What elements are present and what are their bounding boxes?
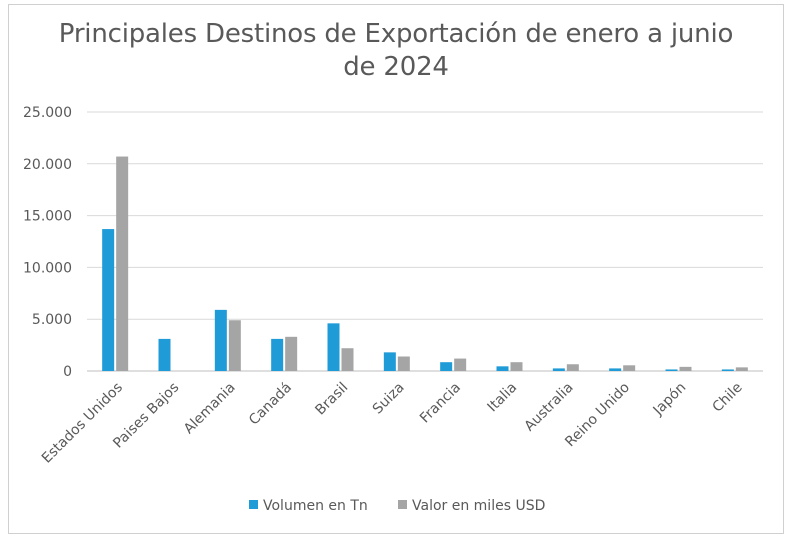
x-tick-label: Italia xyxy=(485,380,521,416)
x-tick-label: Francia xyxy=(417,380,464,427)
bar-valor xyxy=(228,320,241,371)
bar-volumen xyxy=(271,338,284,371)
x-tick-label: Australia xyxy=(522,380,577,435)
chart-title-line-1: Principales Destinos de Exportación de e… xyxy=(58,19,734,49)
bar-volumen xyxy=(496,366,509,371)
chart-title-line-2: de 2024 xyxy=(343,52,449,82)
bars xyxy=(102,156,748,371)
bar-volumen xyxy=(552,368,565,371)
bar-valor xyxy=(341,348,354,371)
bar-valor xyxy=(679,366,692,371)
legend-label-volumen: Volumen en Tn xyxy=(263,498,368,514)
y-tick-label: 25.000 xyxy=(23,105,72,121)
x-tick-label: Estados Unidos xyxy=(39,380,126,467)
bar-valor xyxy=(735,367,748,371)
legend-label-valor: Valor en miles USD xyxy=(412,498,545,514)
legend-swatch-volumen xyxy=(249,500,258,509)
bar-valor xyxy=(566,364,579,371)
x-tick-label: Canadá xyxy=(246,380,295,429)
bar-valor xyxy=(454,358,467,371)
bar-volumen xyxy=(102,229,115,371)
bar-volumen xyxy=(440,362,453,371)
bar-volumen xyxy=(721,369,734,371)
chart-title: Principales Destinos de Exportación de e… xyxy=(0,18,792,84)
legend-swatch-valor xyxy=(398,500,407,509)
bar-volumen xyxy=(665,369,678,371)
y-tick-label: 5.000 xyxy=(32,312,72,328)
bar-volumen xyxy=(158,338,171,371)
bar-volumen xyxy=(214,309,227,371)
bar-valor xyxy=(285,336,298,371)
y-tick-label: 10.000 xyxy=(23,260,72,276)
bar-valor xyxy=(116,156,129,371)
x-tick-label: Brasil xyxy=(312,380,351,419)
x-tick-label: Japón xyxy=(650,380,690,420)
y-axis-ticks: 0 5.000 10.000 15.000 20.000 25.000 xyxy=(23,105,72,380)
y-tick-label: 15.000 xyxy=(23,209,72,225)
bar-volumen xyxy=(609,368,622,371)
x-tick-label: Alemania xyxy=(181,380,239,438)
chart-frame xyxy=(8,4,784,534)
y-tick-label: 0 xyxy=(63,364,72,380)
bar-valor xyxy=(397,356,410,371)
x-tick-label: Chile xyxy=(710,380,746,416)
gridlines xyxy=(87,111,763,372)
bar-volumen xyxy=(327,323,340,371)
y-tick-label: 20.000 xyxy=(23,157,72,173)
bar-valor xyxy=(623,365,636,371)
bar-valor xyxy=(510,362,523,371)
bar-volumen xyxy=(383,352,396,371)
legend: Volumen en Tn Valor en miles USD xyxy=(249,498,545,514)
x-tick-label: Suiza xyxy=(370,380,408,418)
